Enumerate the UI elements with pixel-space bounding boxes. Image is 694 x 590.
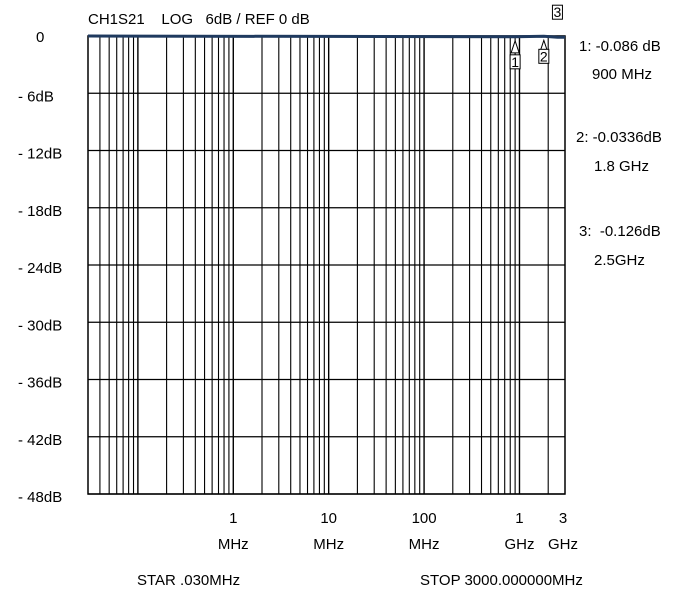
marker-1-value: 1: -0.086 dB <box>579 38 661 55</box>
x-tick-unit: GHz <box>548 536 578 553</box>
y-tick-label: - 36dB <box>18 375 62 392</box>
x-tick-unit: MHz <box>218 536 249 553</box>
marker-3-frequency: 2.5GHz <box>594 252 645 269</box>
y-tick-label: - 48dB <box>18 489 62 506</box>
x-tick-unit: MHz <box>409 536 440 553</box>
x-tick-unit: MHz <box>313 536 344 553</box>
x-tick-value: 100 <box>412 510 437 527</box>
x-tick-value: 1 <box>229 510 237 527</box>
y-tick-labels: 0 - 6dB - 12dB - 18dB - 24dB - 30dB - 36dB - 42… <box>18 29 62 506</box>
x-tick-labels: 1 MHz 10 MHz 100 MHz 1 GHz 3 GHz <box>218 510 578 553</box>
marker-3: 3 <box>551 4 563 20</box>
marker-1-frequency: 900 MHz <box>592 66 652 83</box>
marker-number: 1 <box>511 54 519 70</box>
marker-2: 2 <box>538 38 550 64</box>
trace-line <box>87 34 565 39</box>
x-tick-value: 3 <box>559 510 567 527</box>
y-tick-label: - 24dB <box>18 260 62 277</box>
chart-title: CH1S21 LOG 6dB / REF 0 dB <box>88 11 310 28</box>
plot-grid <box>88 35 565 495</box>
start-frequency-label: STAR .030MHz <box>137 572 240 589</box>
x-tick-value: 10 <box>320 510 337 527</box>
trace-layer <box>87 34 565 39</box>
marker-readouts: 1: -0.086 dB 900 MHz 2: -0.0336dB 1.8 GHz 3:… <box>576 38 662 269</box>
y-tick-label: - 6dB <box>18 88 54 105</box>
marker-box <box>509 54 521 70</box>
marker-3-value: 3: -0.126dB <box>579 223 661 240</box>
x-tick-unit: GHz <box>504 536 534 553</box>
marker-number: 3 <box>554 4 562 20</box>
marker-2-frequency: 1.8 GHz <box>594 158 649 175</box>
y-tick-label: - 12dB <box>18 146 62 163</box>
marker-box <box>551 4 563 20</box>
marker-box <box>538 48 550 64</box>
x-tick-value: 1 <box>515 510 523 527</box>
marker-triangle-icon <box>510 39 520 54</box>
stop-frequency-label: STOP 3000.000000MHz <box>420 572 583 589</box>
y-tick-label: - 18dB <box>18 203 62 220</box>
marker-layer: 1 2 3 <box>509 4 563 70</box>
marker-2-value: 2: -0.0336dB <box>576 129 662 146</box>
y-tick-label: - 42dB <box>18 432 62 449</box>
marker-1: 1 <box>509 39 521 70</box>
marker-number: 2 <box>540 48 548 64</box>
y-tick-label: 0 <box>36 29 44 46</box>
y-tick-label: - 30dB <box>18 317 62 334</box>
